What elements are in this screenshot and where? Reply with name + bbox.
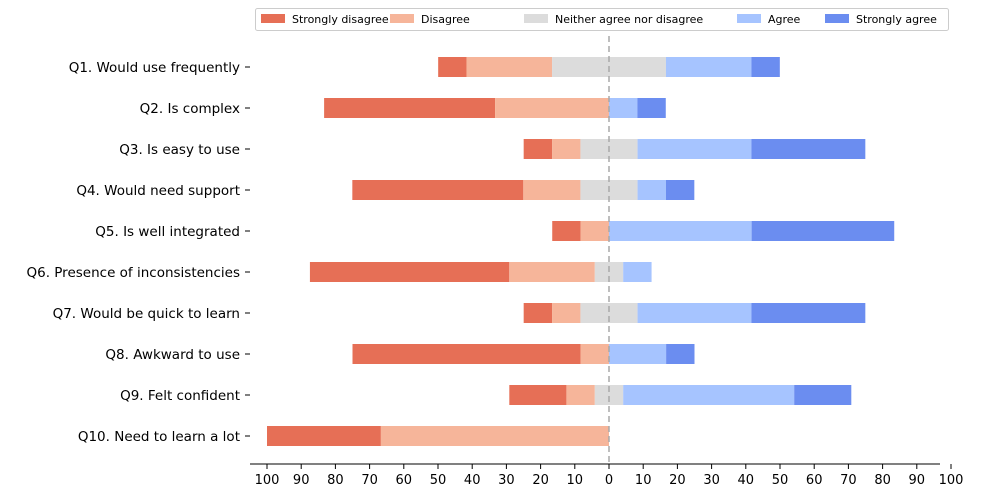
- bar-agree-q3: [637, 139, 752, 159]
- x-tick-label: 30: [498, 473, 515, 488]
- x-tick-label: 40: [464, 473, 481, 488]
- bar-strongly-agree-q5: [751, 221, 895, 241]
- bar-disagree-q10: [380, 426, 609, 446]
- legend-label-disagree: Disagree: [421, 13, 470, 26]
- x-tick-label: 60: [806, 473, 823, 488]
- legend-swatch-strongly-disagree: [261, 14, 285, 23]
- bar-disagree-q1: [466, 57, 553, 77]
- y-axis: Q1. Would use frequently Q2. Is complex Q3…: [26, 60, 250, 445]
- bar-strongly-agree-q3: [751, 139, 866, 159]
- x-tick-label: 40: [738, 473, 755, 488]
- bar-strongly-agree-q1: [751, 57, 780, 77]
- bar-neither-agree-nor-disagree-q7: [580, 303, 638, 323]
- bar-agree-q7: [637, 303, 752, 323]
- bar-agree-q8: [609, 344, 667, 364]
- y-tick-label: Q1. Would use frequently: [69, 60, 240, 76]
- x-tick-label: 60: [396, 473, 413, 488]
- x-tick-label: 20: [669, 473, 686, 488]
- x-tick-label: 90: [909, 473, 926, 488]
- bar-strongly-agree-q7: [751, 303, 866, 323]
- bar-agree-q5: [609, 221, 752, 241]
- bar-disagree-q4: [523, 180, 581, 200]
- y-tick-label: Q2. Is complex: [140, 101, 240, 117]
- bar-strongly-disagree-q1: [438, 57, 467, 77]
- legend-swatch-strongly-agree: [825, 14, 849, 23]
- x-tick-label: 80: [327, 473, 344, 488]
- bar-strongly-disagree-q9: [509, 385, 567, 405]
- bar-disagree-q6: [509, 262, 595, 282]
- bar-agree-q2: [609, 98, 638, 118]
- y-tick-label: Q10. Need to learn a lot: [78, 429, 240, 445]
- x-tick-label: 50: [772, 473, 789, 488]
- bar-strongly-agree-q2: [637, 98, 666, 118]
- bar-strongly-agree-q4: [665, 180, 695, 200]
- legend-swatch-disagree: [390, 14, 414, 23]
- y-tick-label: Q7. Would be quick to learn: [53, 306, 240, 322]
- x-axis: 100 90 80 70 60 50 40 30 20 10 0 10 20 30 40 50 60 70 80 90…: [250, 463, 964, 488]
- bar-strongly-disagree-q8: [352, 344, 581, 364]
- x-tick-label: 80: [874, 473, 891, 488]
- bar-strongly-disagree-q6: [309, 262, 510, 282]
- x-tick-label: 20: [532, 473, 549, 488]
- bar-disagree-q8: [580, 344, 609, 364]
- x-tick-label: 70: [840, 473, 857, 488]
- x-tick-label: 0: [605, 473, 613, 488]
- y-tick-label: Q6. Presence of inconsistencies: [26, 265, 240, 281]
- bar-strongly-disagree-q5: [552, 221, 581, 241]
- bar-strongly-disagree-q10: [267, 426, 381, 446]
- y-tick-label: Q4. Would need support: [76, 183, 240, 199]
- bar-strongly-agree-q8: [666, 344, 695, 364]
- bar-strongly-disagree-q2: [324, 98, 496, 118]
- x-tick-label: 30: [703, 473, 720, 488]
- y-tick-label: Q8. Awkward to use: [105, 347, 240, 363]
- bar-neither-agree-nor-disagree-q9: [594, 385, 624, 405]
- bar-strongly-disagree-q7: [523, 303, 553, 323]
- x-tick-label: 10: [635, 473, 652, 488]
- bar-disagree-q9: [566, 385, 595, 405]
- legend-swatch-agree: [737, 14, 761, 23]
- bar-disagree-q7: [552, 303, 581, 323]
- bar-strongly-disagree-q3: [523, 139, 553, 159]
- bar-strongly-agree-q9: [794, 385, 852, 405]
- bars: [267, 57, 895, 446]
- x-tick-label: 90: [293, 473, 310, 488]
- bar-strongly-disagree-q4: [352, 180, 524, 200]
- x-tick-label: 70: [361, 473, 378, 488]
- bar-disagree-q3: [552, 139, 581, 159]
- bar-disagree-q5: [580, 221, 609, 241]
- y-tick-label: Q9. Felt confident: [120, 388, 240, 404]
- y-tick-label: Q5. Is well integrated: [95, 224, 240, 240]
- x-tick-label: 10: [567, 473, 584, 488]
- legend: Strongly disagree Disagree Neither agree n…: [255, 8, 949, 31]
- x-tick-label: 50: [430, 473, 447, 488]
- legend-swatch-neither-agree-nor-disagree: [524, 14, 548, 23]
- bar-disagree-q2: [495, 98, 609, 118]
- bar-agree-q4: [637, 180, 666, 200]
- bar-agree-q1: [665, 57, 752, 77]
- legend-label-agree: Agree: [768, 13, 801, 26]
- bar-agree-q9: [623, 385, 795, 405]
- y-tick-label: Q3. Is easy to use: [119, 142, 240, 158]
- legend-label-strongly-disagree: Strongly disagree: [292, 13, 389, 26]
- legend-label-strongly-agree: Strongly agree: [856, 13, 937, 26]
- bar-agree-q6: [623, 262, 652, 282]
- x-tick-label: 100: [255, 473, 280, 488]
- legend-frame: [255, 8, 949, 31]
- legend-label-neither-agree-nor-disagree: Neither agree nor disagree: [555, 13, 703, 26]
- x-tick-label: 100: [939, 473, 964, 488]
